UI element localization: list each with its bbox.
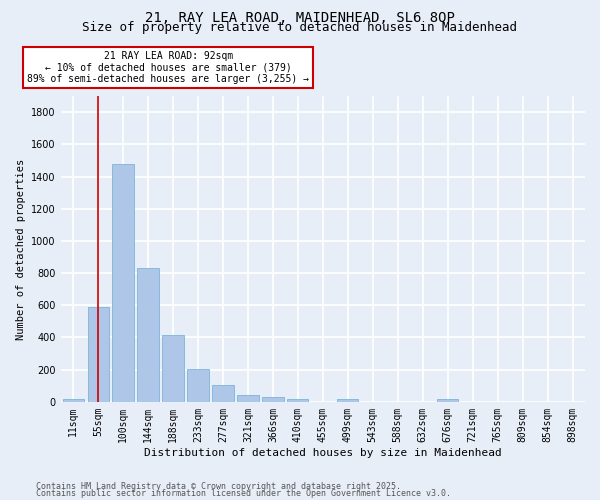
Bar: [437, 400, 458, 402]
Bar: [262, 398, 284, 402]
Y-axis label: Number of detached properties: Number of detached properties: [16, 158, 26, 340]
Text: Contains HM Land Registry data © Crown copyright and database right 2025.: Contains HM Land Registry data © Crown c…: [36, 482, 401, 491]
Bar: [112, 164, 134, 402]
Bar: [238, 396, 259, 402]
Bar: [163, 335, 184, 402]
Bar: [88, 307, 109, 402]
Text: 21, RAY LEA ROAD, MAIDENHEAD, SL6 8QP: 21, RAY LEA ROAD, MAIDENHEAD, SL6 8QP: [145, 11, 455, 25]
Bar: [62, 400, 84, 402]
Text: Size of property relative to detached houses in Maidenhead: Size of property relative to detached ho…: [83, 22, 517, 35]
Text: 21 RAY LEA ROAD: 92sqm
← 10% of detached houses are smaller (379)
89% of semi-de: 21 RAY LEA ROAD: 92sqm ← 10% of detached…: [27, 50, 309, 84]
Text: Contains public sector information licensed under the Open Government Licence v3: Contains public sector information licen…: [36, 489, 451, 498]
Bar: [137, 268, 158, 402]
Bar: [212, 385, 233, 402]
X-axis label: Distribution of detached houses by size in Maidenhead: Distribution of detached houses by size …: [144, 448, 502, 458]
Bar: [287, 398, 308, 402]
Bar: [187, 369, 209, 402]
Bar: [337, 400, 358, 402]
